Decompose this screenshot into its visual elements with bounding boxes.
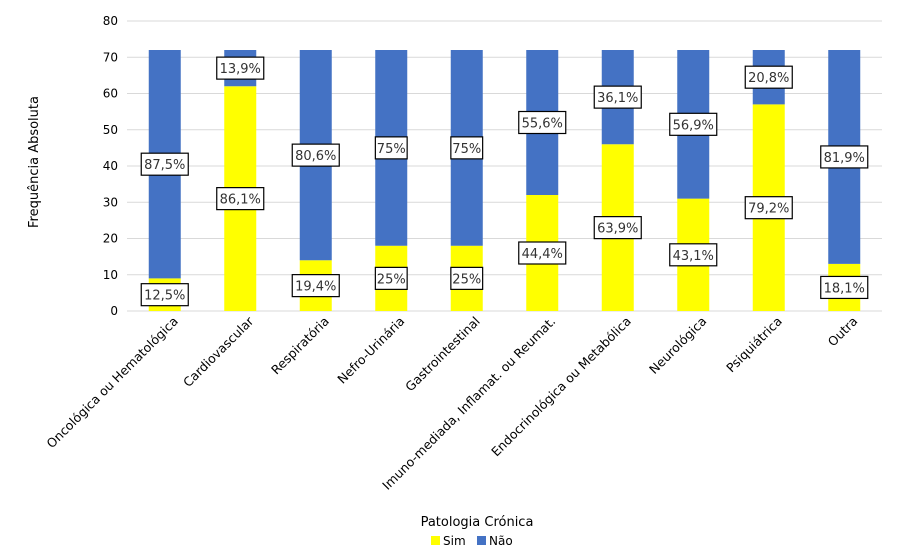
data-label-text: 43,1% — [673, 249, 714, 264]
data-label-box — [518, 241, 567, 265]
data-label-sim: 44,4% — [518, 241, 567, 265]
data-label-nao: 56,9% — [669, 112, 718, 136]
data-label-sim: 25% — [450, 266, 484, 290]
data-label-text: 44,4% — [522, 247, 563, 262]
x-category-label: Respiratória — [268, 314, 332, 378]
y-tick-label: 80 — [103, 14, 118, 28]
data-label-box — [216, 56, 265, 80]
data-label-box — [744, 196, 793, 220]
data-label-box — [593, 216, 642, 240]
data-label-box — [450, 136, 484, 160]
data-label-box — [291, 143, 340, 167]
data-label-text: 79,2% — [748, 202, 789, 217]
x-category-label: Outra — [825, 314, 861, 350]
data-label-text: 80,6% — [295, 149, 336, 164]
data-label-nao: 80,6% — [291, 143, 340, 167]
data-label-box — [216, 187, 265, 211]
data-label-text: 75% — [452, 142, 481, 157]
data-label-sim: 25% — [374, 266, 408, 290]
x-category-label: Gastrointestinal — [402, 314, 483, 395]
bars — [148, 50, 861, 311]
y-tick-label: 10 — [103, 268, 118, 282]
data-label-sim: 43,1% — [669, 243, 718, 267]
data-label-text: 13,9% — [220, 62, 261, 77]
data-label-box — [669, 112, 718, 136]
data-label-box — [593, 85, 642, 109]
legend-label: Não — [489, 534, 513, 548]
x-axis-categories: Oncológica ou Hematológica Cardiovascular… — [43, 313, 860, 493]
data-label-text: 56,9% — [673, 118, 714, 133]
data-label-text: 87,5% — [144, 158, 185, 173]
data-label-sim: 86,1% — [216, 187, 265, 211]
data-label-box — [140, 283, 189, 307]
x-category-label: Psiquiátrica — [723, 314, 785, 376]
x-category-label: Neurológica — [646, 314, 709, 377]
data-label-box — [291, 274, 340, 298]
data-label-sim: 12,5% — [140, 283, 189, 307]
data-label-box — [820, 275, 869, 300]
data-label-text: 25% — [452, 272, 481, 287]
y-tick-label: 0 — [110, 304, 118, 318]
y-tick-label: 20 — [103, 232, 118, 246]
data-label-box — [450, 266, 484, 290]
data-label-text: 75% — [377, 142, 406, 157]
data-label-nao: 75% — [450, 136, 484, 160]
data-label-nao: 36,1% — [593, 85, 642, 109]
data-label-text: 18,1% — [824, 281, 865, 296]
data-label-nao: 87,5% — [140, 152, 189, 176]
data-label-text: 12,5% — [144, 289, 185, 304]
x-category-label: Cardiovascular — [180, 313, 257, 390]
legend-item-nao: Não — [477, 534, 513, 548]
legend-label: Sim — [443, 534, 466, 548]
legend-swatch — [431, 536, 440, 545]
x-axis-title: Patologia Crónica — [421, 515, 534, 530]
y-tick-label: 40 — [103, 159, 118, 173]
data-label-text: 81,9% — [824, 151, 865, 166]
x-category-label: Endocrinológica ou Metabólica — [488, 314, 634, 460]
x-category-label: Nefro-Urinária — [334, 314, 407, 387]
data-label-box — [374, 136, 408, 160]
y-axis-title: Frequência Absoluta — [27, 96, 42, 228]
data-label-box — [669, 243, 718, 267]
data-label-sim: 63,9% — [593, 216, 642, 240]
data-labels: 12,5% 87,5% 86,1% 13,9% 19,4% 80,6% 25% 75% 25% 7… — [140, 56, 869, 307]
data-label-sim: 18,1% — [820, 275, 869, 300]
data-label-box — [374, 266, 408, 290]
x-category-label: Imuno-mediada, Inflamat. ou Reumat. — [379, 314, 558, 493]
data-label-text: 86,1% — [220, 193, 261, 208]
legend-swatch — [477, 536, 486, 545]
data-label-text: 20,8% — [748, 71, 789, 86]
data-label-text: 63,9% — [597, 222, 638, 237]
y-tick-label: 50 — [103, 123, 118, 137]
y-tick-label: 60 — [103, 87, 118, 101]
data-label-box — [820, 145, 869, 169]
data-label-nao: 20,8% — [744, 65, 793, 89]
data-label-sim: 79,2% — [744, 196, 793, 220]
data-label-text: 36,1% — [597, 91, 638, 106]
y-axis-ticks: 0 10 20 30 40 50 60 70 80 — [103, 14, 118, 318]
data-label-text: 25% — [377, 272, 406, 287]
data-label-nao: 81,9% — [820, 145, 869, 169]
data-label-box — [140, 152, 189, 176]
data-label-nao: 55,6% — [518, 110, 567, 135]
data-label-sim: 19,4% — [291, 274, 340, 298]
data-label-nao: 75% — [374, 136, 408, 160]
legend-item-sim: Sim — [431, 534, 466, 548]
y-tick-label: 70 — [103, 50, 118, 64]
data-label-text: 19,4% — [295, 280, 336, 295]
y-tick-label: 30 — [103, 195, 118, 209]
data-label-nao: 13,9% — [216, 56, 265, 80]
x-category-label: Oncológica ou Hematológica — [43, 314, 180, 451]
data-label-box — [744, 65, 793, 89]
data-label-box — [518, 110, 567, 135]
data-label-text: 55,6% — [522, 117, 563, 132]
legend: Sim Não — [431, 534, 513, 548]
